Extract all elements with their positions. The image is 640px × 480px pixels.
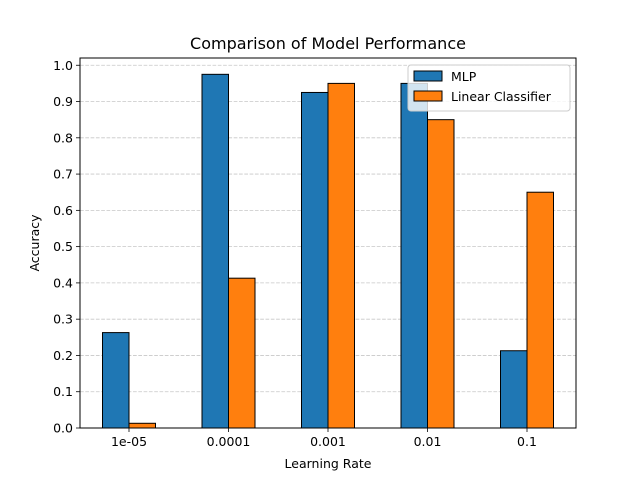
chart-title: Comparison of Model Performance [190,34,466,53]
bar-mlp-0.0001 [201,73,229,429]
x-axis-label: Learning Rate [285,456,372,471]
legend: MLP Linear Classifier [407,64,571,112]
bars [102,73,554,429]
legend-label: MLP [451,69,477,84]
y-tick-label: 0.7 [53,167,73,182]
y-tick-label: 0.4 [53,275,73,290]
bar-linear-classifier-0.01 [427,119,455,429]
legend-swatch [413,90,443,102]
y-tick-label: 0.5 [53,239,73,254]
x-axis-ticks: 1e-05 0.0001 0.001 0.01 0.1 [111,428,537,449]
y-gridlines [80,64,576,393]
legend-swatch [413,70,443,82]
y-tick-label: 0.9 [53,94,73,109]
x-tick-label: 0.001 [310,434,346,449]
y-tick-label: 0.2 [53,348,73,363]
bar-linear-classifier-0.001 [327,82,355,429]
y-tick-label: 0.6 [53,203,73,218]
bar-linear-classifier-0.1 [526,191,554,429]
y-axis-label: Accuracy [27,214,42,272]
y-axis-ticks: 0.0 0.1 0.2 0.3 0.4 0.5 0.6 0.7 0.8 0.9 1.0 [53,58,80,436]
x-tick-label: 0.1 [517,434,537,449]
legend-box [407,64,571,112]
y-tick-label: 0.3 [53,312,73,327]
y-tick-label: 0.8 [53,130,73,145]
bar-linear-classifier-0.0001 [228,277,256,429]
x-tick-label: 0.0001 [207,434,251,449]
bar-mlp-1e-05 [102,332,130,429]
y-tick-label: 1.0 [53,58,73,73]
bar-linear-classifier-1e-05 [128,422,156,429]
y-tick-label: 0.0 [53,421,73,436]
y-tick-label: 0.1 [53,384,73,399]
x-tick-label: 1e-05 [111,434,147,449]
x-tick-label: 0.01 [414,434,442,449]
bar-mlp-0.001 [301,91,329,429]
legend-label: Linear Classifier [451,89,552,104]
bar-mlp-0.1 [500,350,528,429]
bar-mlp-0.01 [400,82,428,429]
